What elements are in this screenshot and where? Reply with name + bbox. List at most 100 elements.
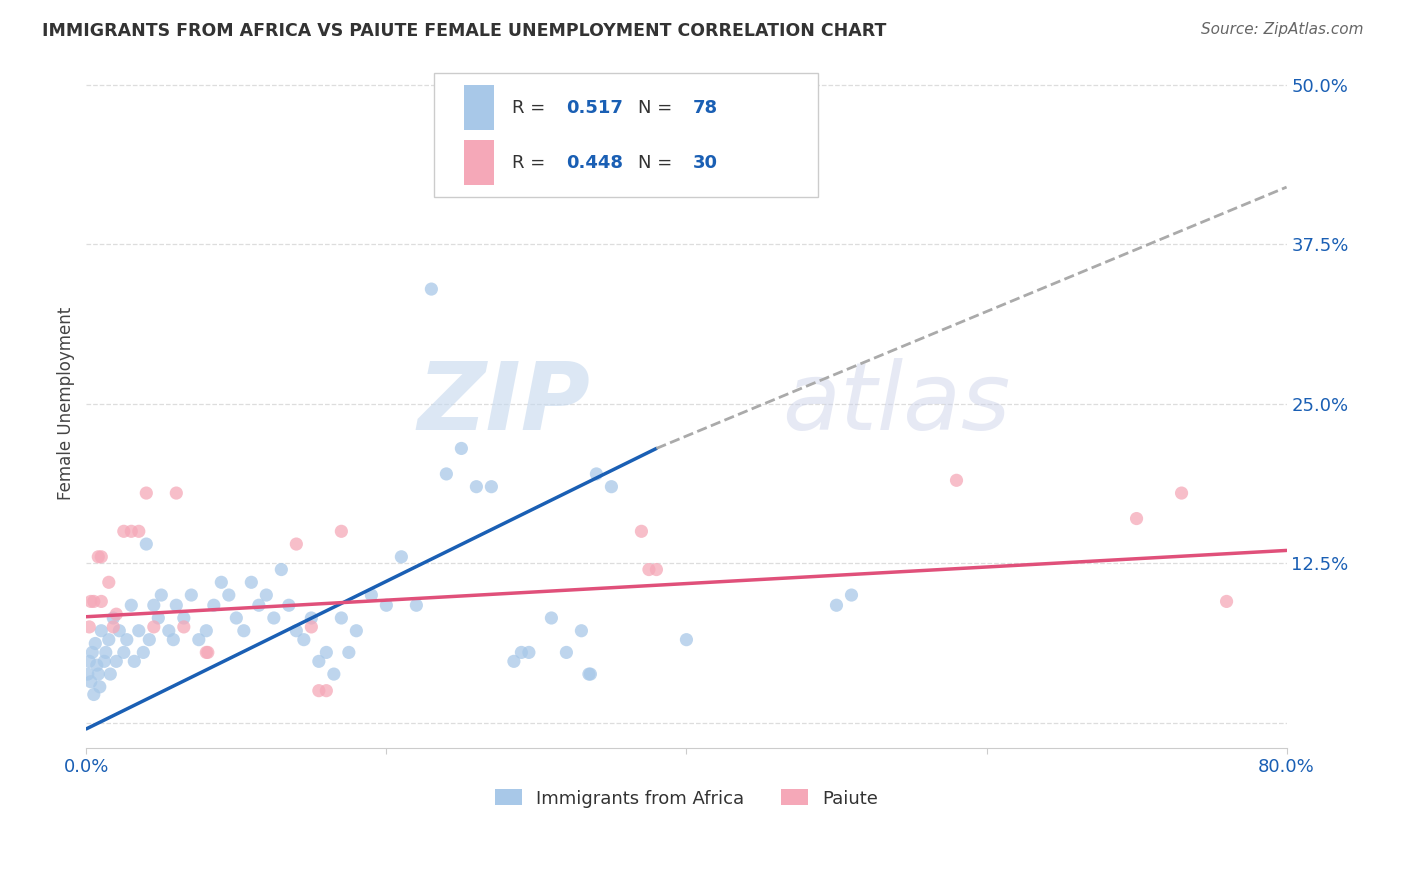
Point: [299, 611, 322, 625]
Point: [105, 654, 128, 668]
Point: [128, 524, 150, 539]
Point: [165, 599, 187, 613]
Point: [277, 599, 299, 613]
Point: [218, 588, 240, 602]
Point: [112, 645, 135, 659]
Point: [82, 645, 104, 659]
Point: [209, 575, 232, 590]
Point: [112, 524, 135, 539]
Point: [97, 575, 120, 590]
Point: [285, 624, 308, 638]
Point: [645, 563, 668, 577]
Point: [83, 688, 105, 702]
Point: [142, 599, 165, 613]
Text: Source: ZipAtlas.com: Source: ZipAtlas.com: [1201, 22, 1364, 37]
Point: [89, 680, 111, 694]
Text: IMMIGRANTS FROM AFRICA VS PAIUTE FEMALE UNEMPLOYMENT CORRELATION CHART: IMMIGRANTS FROM AFRICA VS PAIUTE FEMALE …: [42, 22, 887, 40]
Point: [1125, 511, 1147, 525]
Point: [675, 632, 697, 647]
FancyBboxPatch shape: [464, 86, 495, 130]
Point: [330, 611, 353, 625]
Point: [90, 549, 112, 564]
Point: [945, 473, 967, 487]
Point: [86, 658, 108, 673]
Point: [108, 624, 131, 638]
Point: [180, 588, 202, 602]
Point: [80, 594, 103, 608]
Point: [135, 486, 157, 500]
Point: [138, 632, 160, 647]
Point: [510, 645, 533, 659]
Point: [157, 624, 180, 638]
Point: [600, 480, 623, 494]
Point: [79, 620, 101, 634]
Point: [83, 594, 105, 608]
Point: [103, 620, 125, 634]
FancyBboxPatch shape: [434, 73, 818, 197]
Text: 0.517: 0.517: [567, 99, 623, 117]
Text: R =: R =: [512, 99, 551, 117]
Text: R =: R =: [512, 153, 551, 172]
Point: [1215, 594, 1237, 608]
Point: [202, 599, 225, 613]
Point: [330, 524, 353, 539]
Point: [578, 667, 600, 681]
Point: [315, 683, 337, 698]
Text: 78: 78: [692, 99, 717, 117]
Point: [94, 645, 117, 659]
Point: [616, 154, 638, 169]
Point: [322, 667, 344, 681]
Point: [115, 632, 138, 647]
Point: [197, 645, 219, 659]
Point: [375, 599, 398, 613]
Text: N =: N =: [638, 99, 679, 117]
Point: [479, 480, 502, 494]
Point: [87, 549, 110, 564]
FancyBboxPatch shape: [464, 141, 495, 186]
Point: [1170, 486, 1192, 500]
Point: [247, 599, 270, 613]
Point: [308, 683, 330, 698]
Point: [120, 599, 142, 613]
Point: [254, 588, 277, 602]
Point: [299, 620, 322, 634]
Point: [344, 624, 367, 638]
Text: 0.448: 0.448: [567, 153, 623, 172]
Point: [173, 611, 195, 625]
Point: [420, 282, 443, 296]
Point: [825, 599, 848, 613]
Point: [450, 442, 472, 456]
Point: [195, 624, 218, 638]
Point: [80, 674, 103, 689]
Point: [124, 654, 146, 668]
Point: [142, 620, 165, 634]
Point: [97, 632, 120, 647]
Legend: Immigrants from Africa, Paiute: Immigrants from Africa, Paiute: [488, 782, 886, 814]
Point: [292, 632, 315, 647]
Point: [173, 620, 195, 634]
Point: [128, 624, 150, 638]
Point: [270, 563, 292, 577]
Point: [240, 575, 263, 590]
Point: [315, 645, 337, 659]
Point: [120, 524, 142, 539]
Point: [93, 654, 115, 668]
Point: [360, 588, 382, 602]
Text: ZIP: ZIP: [418, 358, 591, 450]
Point: [585, 467, 607, 481]
Point: [571, 624, 593, 638]
Point: [540, 611, 562, 625]
Point: [135, 537, 157, 551]
Point: [98, 667, 121, 681]
Point: [405, 599, 427, 613]
Point: [87, 667, 110, 681]
Point: [465, 480, 488, 494]
Point: [337, 645, 360, 659]
Point: [132, 645, 155, 659]
Point: [517, 645, 540, 659]
Text: N =: N =: [638, 153, 679, 172]
Text: atlas: atlas: [783, 359, 1011, 450]
Point: [434, 467, 457, 481]
Point: [84, 636, 107, 650]
Point: [76, 667, 98, 681]
